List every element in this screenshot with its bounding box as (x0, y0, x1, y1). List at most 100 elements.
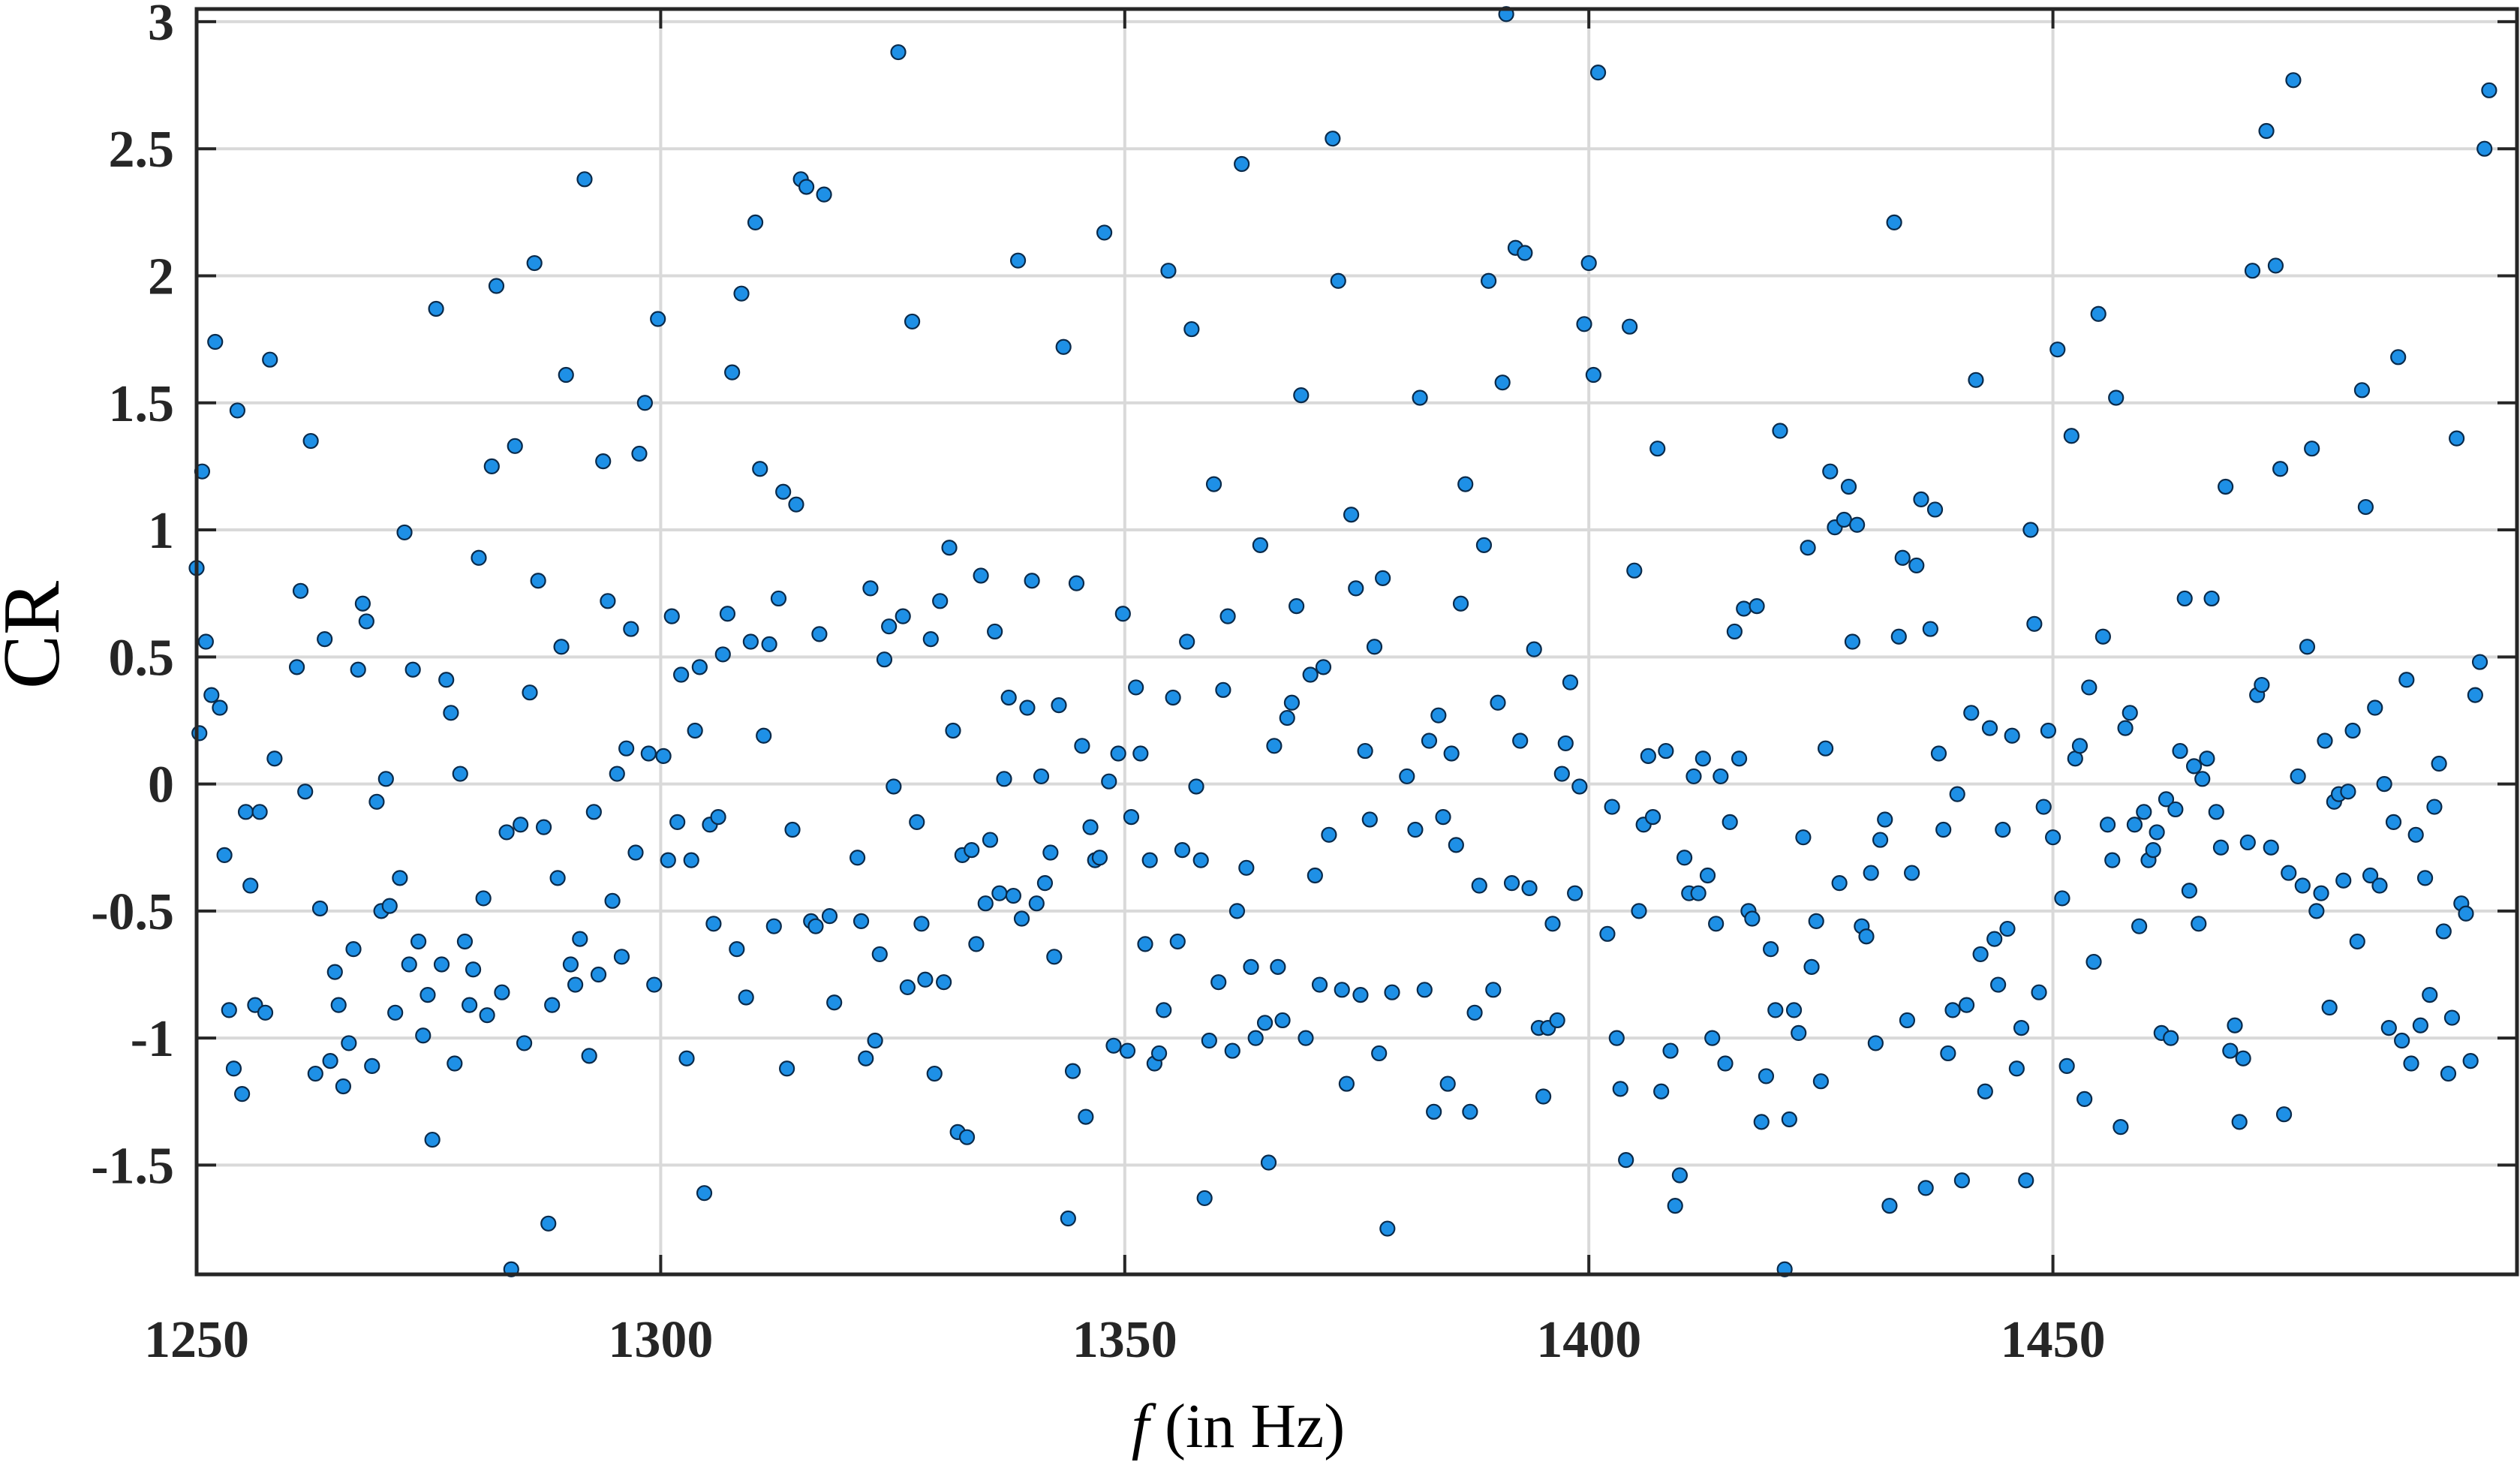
data-point (1795, 829, 1812, 846)
data-point (358, 613, 374, 630)
data-point (1521, 880, 1538, 896)
data-point (807, 918, 824, 934)
data-point (724, 364, 741, 381)
data-point (2122, 705, 2138, 721)
data-point (1315, 659, 1332, 675)
data-point (1448, 837, 1464, 853)
data-point (1183, 320, 1200, 338)
data-point (1330, 272, 1346, 289)
data-point (1904, 865, 1920, 881)
data-point (2199, 751, 2215, 767)
data-point (2218, 478, 2234, 495)
data-point (234, 1086, 251, 1103)
data-point (1234, 155, 1250, 173)
data-point (1293, 387, 1310, 404)
data-point (1690, 885, 1707, 901)
x-tick-label: 1350 (1072, 1311, 1177, 1369)
data-point (1886, 214, 1902, 230)
data-point (2398, 672, 2415, 688)
data-point (2281, 865, 2297, 881)
data-point (1169, 933, 1186, 950)
data-point (1567, 885, 1583, 901)
data-point (1722, 814, 1738, 830)
data-point (1512, 733, 1529, 749)
data-point (1247, 1030, 1264, 1046)
data-point (1485, 982, 1502, 998)
data-point (2149, 824, 2165, 841)
data-point (1781, 1111, 1797, 1128)
data-point (2145, 842, 2161, 859)
data-point (1005, 887, 1021, 904)
data-point (775, 483, 792, 500)
data-point (636, 395, 653, 411)
data-point (710, 809, 726, 826)
data-point (1379, 1220, 1396, 1237)
x-axis-tick-labels: 1250 1300 1350 1400 1450 (144, 1311, 2106, 1369)
data-point (2054, 890, 2070, 907)
y-tick-label: 3 (148, 0, 174, 52)
data-point (2422, 986, 2438, 1003)
data-point (1717, 1055, 1734, 1072)
data-point (2026, 615, 2043, 632)
data-point (471, 549, 487, 566)
data-point (1535, 1088, 1552, 1105)
data-point (982, 832, 999, 848)
data-point (428, 300, 444, 317)
data-point (1036, 875, 1054, 892)
data-point (1808, 913, 1824, 930)
data-point (1608, 1030, 1625, 1046)
data-point (631, 445, 648, 462)
data-point (1471, 877, 1487, 894)
data-point (2290, 768, 2306, 785)
data-point (1999, 920, 2016, 937)
data-point (2085, 953, 2102, 970)
data-point (1767, 1002, 1784, 1018)
y-tick-label: 1.5 (109, 375, 175, 433)
data-point (1877, 811, 1893, 828)
data-point (941, 540, 958, 556)
data-point (1562, 674, 1579, 690)
data-point (1042, 844, 1059, 861)
data-point (203, 687, 220, 703)
data-point (410, 933, 427, 950)
data-point (738, 989, 754, 1006)
data-point (2063, 428, 2079, 444)
data-point (2244, 263, 2261, 279)
axis-ticks (195, 9, 2517, 1274)
data-point (862, 580, 879, 597)
data-point (2239, 834, 2256, 851)
data-point (1872, 832, 1889, 848)
data-point (2031, 984, 2047, 1000)
scatter-points (188, 6, 2497, 1277)
data-point (191, 725, 208, 742)
data-point (871, 946, 888, 963)
data-point (1110, 745, 1126, 762)
data-point (1881, 1197, 1898, 1214)
plot-area-frame (194, 7, 2519, 1277)
data-point (867, 1032, 883, 1049)
data-point (899, 979, 916, 996)
data-point (2008, 1060, 2025, 1077)
data-point (530, 573, 546, 589)
data-point (1812, 1073, 1829, 1090)
data-point (2476, 140, 2493, 157)
data-point (488, 278, 505, 294)
data-point (2467, 687, 2483, 703)
data-point (1612, 1081, 1628, 1097)
data-point (1266, 738, 1283, 754)
data-point (1028, 895, 1045, 912)
data-point (251, 804, 268, 820)
data-point (2267, 257, 2284, 274)
data-point (756, 727, 772, 744)
data-point (404, 661, 421, 678)
data-point (2426, 799, 2443, 815)
data-point (1338, 1075, 1355, 1092)
data-point (2416, 870, 2434, 886)
data-point (1968, 372, 1984, 388)
data-point (1618, 1152, 1634, 1169)
data-point (513, 817, 529, 833)
data-point (1644, 809, 1661, 826)
data-point (2357, 498, 2374, 516)
data-point (1626, 562, 1643, 579)
data-point (345, 941, 362, 958)
